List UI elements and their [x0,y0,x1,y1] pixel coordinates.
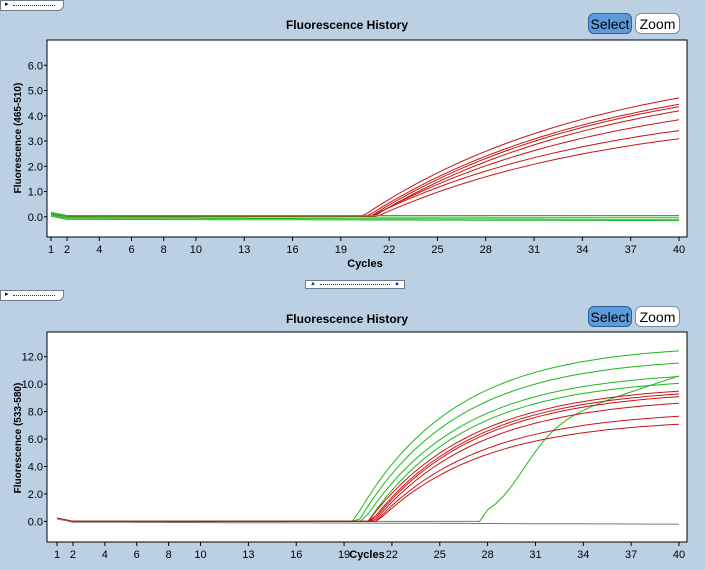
y-tick-label: 0.0 [28,212,43,224]
y-tick-label: 10.0 [22,379,43,391]
panel-collapse-tab-bottom[interactable]: ▸ [0,290,64,301]
x-tick-label: 1 [54,549,60,561]
zoom-button-top[interactable]: Zoom [635,13,680,34]
zoom-button-bottom[interactable]: Zoom [635,306,680,327]
x-tick-label: 4 [96,244,102,256]
x-tick-label: 31 [529,549,541,561]
x-tick-label: 40 [673,549,685,561]
plot-area [46,39,688,238]
y-tick-label: 1.0 [28,187,43,199]
x-tick-label: 2 [70,549,76,561]
x-tick-label: 22 [386,549,398,561]
select-button-bottom[interactable]: Select [588,306,632,327]
x-tick-label: 34 [577,549,589,561]
fluorescence-chart-top[interactable]: 1 2 4 6 8 10 13 16 19 22 25 28 31 34 37 40 0.0 1.0 2.0 3.0… [0,30,705,275]
plot-area [46,331,688,543]
x-tick-label: 19 [335,244,347,256]
y-tick-label: 12.0 [22,352,43,364]
x-tick-label: 13 [238,244,250,256]
y-tick-label: 6.0 [28,60,43,72]
x-tick-label: 16 [286,244,298,256]
series-line-green-2 [50,213,679,218]
x-tick-label: 16 [290,549,302,561]
y-tick-label: 4.0 [28,111,43,123]
x-tick-label: 22 [383,244,395,256]
x-tick-label: 6 [128,244,134,256]
x-tick-label: 28 [481,549,493,561]
y-tick-label: 2.0 [28,489,43,501]
x-tick-label: 13 [242,549,254,561]
x-tick-label: 8 [166,549,172,561]
panel-splitter[interactable]: ▲ ▲ [305,280,405,289]
series-line-green-3 [50,214,679,220]
series-line-red-6 [56,423,680,522]
y-tick-label: 3.0 [28,136,43,148]
x-tick-label: 10 [190,244,202,256]
x-tick-label: 2 [64,244,70,256]
x-tick-label: 4 [102,549,108,561]
panel-title-bottom: Fluorescence History [285,312,409,326]
y-tick-label: 5.0 [28,86,43,98]
y-tick-label: 4.0 [28,462,43,474]
series-line-green-4 [50,215,679,222]
y-tick-label: 6.0 [28,434,43,446]
x-tick-label: 37 [625,244,637,256]
panel-title-top: Fluorescence History [285,18,409,32]
x-tick-label: 31 [528,244,540,256]
y-tick-label: 8.0 [28,407,43,419]
x-tick-label: 1 [48,244,54,256]
series-line-gray-neg [56,518,680,525]
y-axis-label: Fluorescence (465-510) [13,83,24,194]
x-tick-label: 8 [161,244,167,256]
fluorescence-chart-bottom[interactable]: 1 2 4 6 8 10 13 16 19 22 25 28 31 34 37 40 0.0 2.0 4.0 6.0… [0,322,705,567]
y-tick-label: 0.0 [28,516,43,528]
x-tick-label: 10 [194,549,206,561]
x-tick-label: 40 [673,244,685,256]
x-tick-label: 6 [134,549,140,561]
x-axis-label: Cycles [349,549,384,561]
x-tick-label: 28 [480,244,492,256]
x-tick-label: 19 [338,549,350,561]
select-button-top[interactable]: Select [588,13,632,34]
panel-collapse-tab-top[interactable]: ▸ [0,0,64,11]
x-tick-label: 37 [625,549,637,561]
x-tick-label: 25 [434,549,446,561]
x-tick-label: 34 [576,244,588,256]
x-tick-label: 25 [431,244,443,256]
y-axis-label: Fluorescence (533-580) [13,383,24,494]
series-line-green-1 [50,212,679,216]
x-axis-label: Cycles [347,258,382,270]
y-tick-label: 2.0 [28,161,43,173]
